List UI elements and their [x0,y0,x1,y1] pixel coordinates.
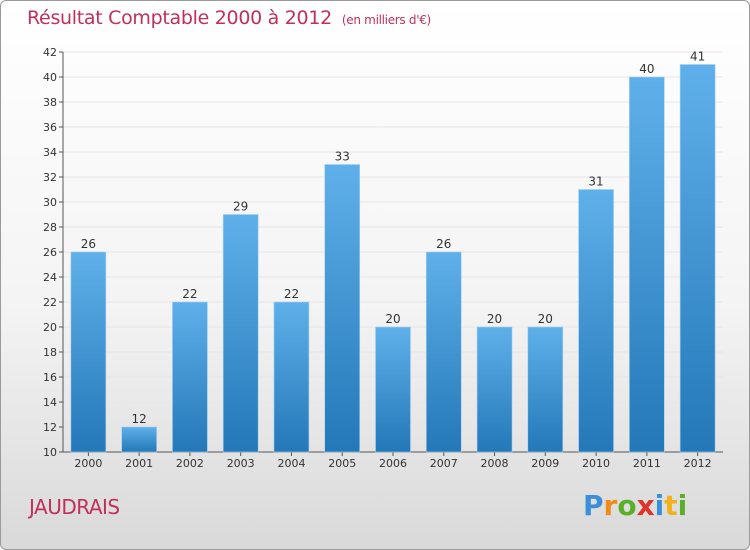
bar [222,214,259,453]
x-tick-label: 2012 [684,457,712,470]
x-tick-label: 2005 [328,457,356,470]
y-tick-label: 34 [43,146,57,159]
data-label: 12 [132,412,147,426]
y-tick-label: 38 [43,96,57,109]
x-tick-label: 2000 [74,457,102,470]
bar [679,64,716,453]
data-label: 31 [588,175,603,189]
data-label: 20 [538,312,553,326]
y-tick-label: 30 [43,196,57,209]
x-tick-label: 2003 [227,457,255,470]
x-tick-label: 2008 [481,457,509,470]
proxiti-logo[interactable]: Proxiti [583,489,687,522]
x-tick-label: 2009 [531,457,559,470]
bar [425,251,462,453]
data-label: 33 [335,150,350,164]
chart-title: Résultat Comptable 2000 à 2012 (en millie… [27,7,431,29]
x-tick-label: 2001 [125,457,153,470]
logo-letter: P [583,489,604,522]
bar [121,426,157,453]
x-tick-label: 2010 [582,457,610,470]
logo-letter: o [617,489,637,522]
bar [273,301,310,453]
data-label: 22 [284,287,299,301]
data-labels: 26 12 22 29 22 33 20 26 20 20 31 40 41 [81,50,706,427]
y-tick-label: 36 [43,121,57,134]
bar [527,326,564,453]
data-label: 22 [182,287,197,301]
bar [172,301,208,453]
logo-letter: t [664,489,678,522]
bar [324,164,361,453]
data-label: 26 [81,237,96,251]
y-tick-label: 32 [43,171,57,184]
y-tick-label: 26 [43,246,57,259]
x-tick-label: 2002 [176,457,204,470]
x-tick-label: 2004 [277,457,305,470]
bar-chart: 10 12 14 16 18 20 22 24 26 28 30 32 34 36 38 40 42 2000 20… [43,46,723,470]
data-label: 20 [385,312,400,326]
y-tick-label: 24 [43,271,57,284]
y-tick-label: 10 [43,446,57,459]
y-tick-label: 40 [43,71,57,84]
x-tick-label: 2006 [379,457,407,470]
bar [629,76,665,453]
y-tick-label: 42 [43,46,57,59]
bar [70,251,107,453]
x-tick-label: 2007 [430,457,458,470]
data-label: 26 [436,237,451,251]
data-label: 29 [233,200,248,214]
data-label: 40 [639,62,654,76]
y-tick-label: 14 [43,396,57,409]
y-tick-label: 12 [43,421,57,434]
y-tick-label: 28 [43,221,57,234]
town-name: JAUDRAIS [29,495,120,519]
data-label: 20 [487,312,502,326]
data-label: 41 [690,50,705,64]
bars [70,64,716,453]
logo-letter: x [636,489,655,522]
chart-subtitle: (en milliers d'€) [341,13,431,27]
y-tick-label: 22 [43,296,57,309]
y-tick-label: 20 [43,321,57,334]
y-tick-label: 18 [43,346,57,359]
x-tick-label: 2011 [633,457,661,470]
logo-letter: i [654,489,665,522]
bar [476,326,513,453]
chart-title-text: Résultat Comptable 2000 à 2012 [27,7,332,29]
logo-letter: r [603,489,618,522]
axes: 10 12 14 16 18 20 22 24 26 28 30 32 34 36 38 40 42 2000 20… [43,46,723,470]
logo-letter: i [677,489,688,522]
y-tick-label: 16 [43,371,57,384]
bar [375,326,411,453]
bar [578,189,614,453]
